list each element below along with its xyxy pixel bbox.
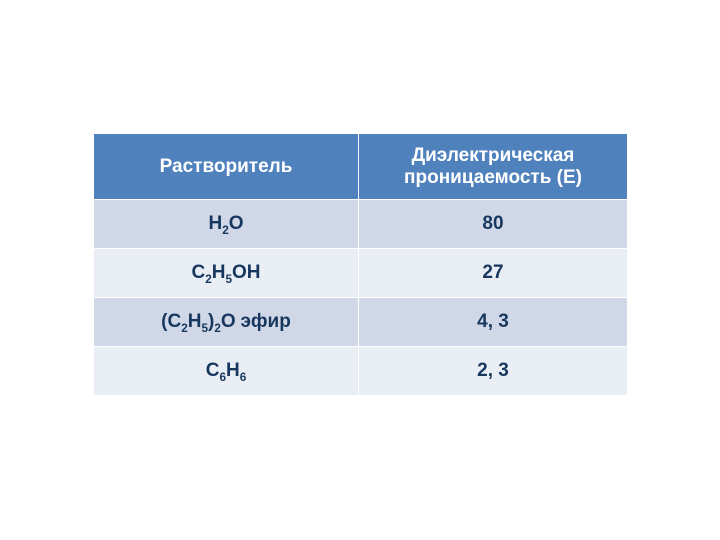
- table-row: (C2H5)2Oэфир4, 3: [94, 298, 628, 347]
- header-value-label: Диэлектрическая проницаемость (Е): [359, 134, 627, 199]
- value-cell: 4, 3: [359, 298, 628, 347]
- solvent-cell: C6H6: [94, 347, 359, 396]
- table-row: C2H5OH 27: [94, 249, 628, 298]
- value-label: 27: [359, 249, 627, 297]
- header-solvent: Растворитель: [94, 134, 359, 200]
- formula-suffix: эфир: [240, 311, 290, 333]
- formula: H2O: [208, 213, 243, 235]
- formula: C2H5OH: [191, 262, 260, 284]
- solvent-cell: (C2H5)2Oэфир: [94, 298, 359, 347]
- table-row: C6H6 2, 3: [94, 347, 628, 396]
- value-label: 2, 3: [359, 347, 627, 395]
- solvent-cell: C2H5OH: [94, 249, 359, 298]
- value-label: 80: [359, 200, 627, 248]
- value-cell: 80: [359, 200, 628, 249]
- value-cell: 27: [359, 249, 628, 298]
- formula: C6H6: [206, 360, 247, 382]
- header-row: Растворитель Диэлектрическая проницаемос…: [94, 134, 628, 200]
- header-solvent-label: Растворитель: [94, 134, 358, 199]
- formula: (C2H5)2O: [161, 311, 236, 333]
- table-body: H2O80C2H5OH27(C2H5)2Oэфир4, 3C6H62, 3: [94, 200, 628, 396]
- value-cell: 2, 3: [359, 347, 628, 396]
- header-value: Диэлектрическая проницаемость (Е): [359, 134, 628, 200]
- solvent-cell: H2O: [94, 200, 359, 249]
- dielectric-table: Растворитель Диэлектрическая проницаемос…: [93, 133, 628, 396]
- table-row: H2O 80: [94, 200, 628, 249]
- value-label: 4, 3: [359, 298, 627, 346]
